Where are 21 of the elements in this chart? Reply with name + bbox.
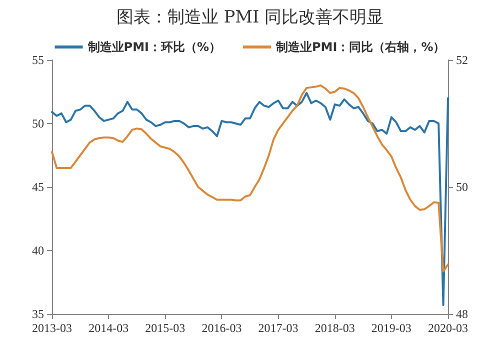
- y-tick-label: 55: [32, 53, 44, 67]
- x-tick-label: 2019-03: [371, 321, 412, 335]
- y2-tick-label: 52: [456, 53, 468, 67]
- x-tick-label: 2014-03: [88, 321, 129, 335]
- y-tick-label: 35: [32, 307, 44, 321]
- legend-label: 制造业PMI：环比（%）: [86, 40, 222, 54]
- y-tick-label: 45: [32, 180, 44, 194]
- y-tick-label: 40: [32, 244, 44, 258]
- x-tick-label: 2020-03: [428, 321, 468, 335]
- x-tick-label: 2015-03: [145, 321, 186, 335]
- y2-tick-label: 50: [456, 180, 468, 194]
- line-series: [51, 84, 449, 272]
- chart-title: 图表：制造业 PMI 同比改善不明显: [116, 8, 384, 28]
- x-tick-label: 2016-03: [202, 321, 242, 335]
- x-tick-label: 2017-03: [258, 321, 298, 335]
- x-tick-label: 2013-03: [32, 321, 72, 335]
- line-series: [51, 92, 449, 306]
- y-tick-label: 50: [32, 116, 44, 130]
- y2-tick-label: 48: [456, 307, 468, 321]
- legend-label: 制造业PMI：同比（右轴，%）: [275, 40, 446, 54]
- x-tick-label: 2018-03: [314, 321, 355, 335]
